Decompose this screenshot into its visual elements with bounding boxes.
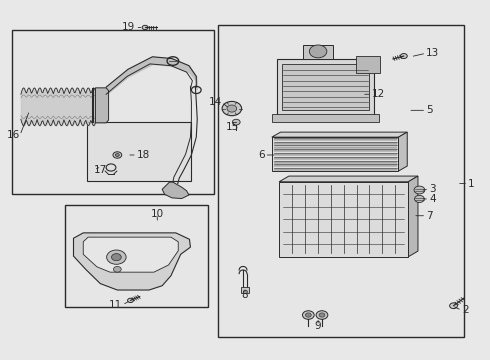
Circle shape (400, 54, 407, 59)
Circle shape (415, 195, 424, 203)
Circle shape (127, 298, 133, 302)
Circle shape (222, 102, 242, 116)
Text: 11: 11 (109, 300, 122, 310)
Circle shape (319, 313, 325, 317)
Bar (356, 56, 380, 73)
Circle shape (227, 105, 237, 112)
Text: 15: 15 (226, 122, 240, 132)
Bar (272, 114, 379, 122)
Text: 8: 8 (242, 290, 248, 300)
Text: 17: 17 (94, 165, 107, 175)
Circle shape (232, 119, 240, 125)
Text: 4: 4 (429, 194, 436, 204)
Circle shape (142, 25, 148, 30)
Bar (274, 145, 396, 148)
Text: 9: 9 (315, 321, 321, 331)
Polygon shape (162, 182, 189, 199)
Polygon shape (272, 132, 407, 137)
Circle shape (114, 266, 121, 272)
Polygon shape (96, 88, 109, 123)
Circle shape (107, 250, 126, 264)
Circle shape (116, 154, 119, 157)
Bar (303, 45, 333, 59)
Polygon shape (279, 176, 418, 182)
Bar (274, 165, 396, 166)
Text: 6: 6 (258, 150, 265, 160)
Text: 1: 1 (468, 179, 475, 189)
Bar (279, 182, 408, 257)
Bar (274, 161, 396, 163)
Text: 16: 16 (7, 130, 20, 140)
Polygon shape (83, 237, 178, 272)
Polygon shape (74, 233, 191, 290)
Circle shape (316, 311, 328, 319)
Bar (274, 168, 396, 170)
Circle shape (113, 152, 122, 158)
Text: 10: 10 (151, 209, 164, 219)
Text: 3: 3 (429, 184, 436, 194)
Text: 2: 2 (462, 305, 468, 315)
Bar (12, 30, 214, 194)
Text: 13: 13 (426, 48, 440, 58)
Circle shape (112, 253, 121, 261)
Text: 12: 12 (372, 89, 385, 99)
Circle shape (309, 45, 327, 58)
Bar (282, 64, 369, 111)
Text: 19: 19 (122, 22, 135, 32)
Circle shape (414, 186, 425, 194)
Text: 5: 5 (426, 105, 433, 115)
Bar (218, 24, 464, 337)
Bar (65, 205, 208, 307)
Circle shape (302, 311, 314, 319)
Text: 7: 7 (426, 211, 433, 221)
Circle shape (305, 313, 311, 317)
Bar (272, 137, 398, 171)
Bar (274, 149, 396, 152)
Circle shape (450, 303, 458, 309)
Bar (241, 287, 249, 293)
Bar (274, 138, 396, 140)
Text: 14: 14 (208, 97, 221, 107)
Polygon shape (408, 176, 418, 257)
Bar (274, 153, 396, 155)
Bar (87, 122, 192, 181)
Bar (274, 157, 396, 159)
Bar (274, 142, 396, 144)
Text: 18: 18 (137, 150, 150, 160)
Bar (277, 59, 374, 116)
Polygon shape (398, 132, 407, 171)
